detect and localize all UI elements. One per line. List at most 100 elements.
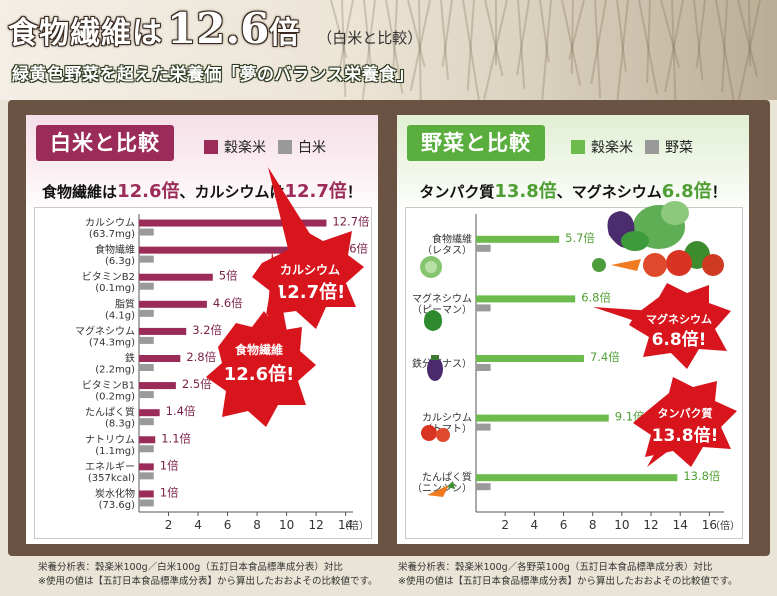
bar-comparison xyxy=(476,423,491,431)
x-tick-label: 6 xyxy=(560,518,568,532)
bar-main xyxy=(139,246,325,254)
grass-stroke xyxy=(646,0,651,83)
footnote-line: ※使用の値は【五訂日本食品標準成分表】から算出したおおよその比較値です。 xyxy=(398,576,738,587)
panel-tag: 野菜と比較 xyxy=(407,125,545,161)
legend-item-hakumai: 白米 xyxy=(278,137,326,157)
category-label: マグネシウム xyxy=(75,324,135,337)
bar-main xyxy=(139,327,187,335)
bar-main xyxy=(139,382,176,390)
title-suffix: 倍 xyxy=(269,16,300,51)
category-label: エネルギー xyxy=(85,461,135,473)
category-label: (2.2mg) xyxy=(95,365,135,376)
headline-text: 、カルシウムは xyxy=(179,183,285,201)
bar-value-label: 1倍 xyxy=(160,485,179,499)
category-label: 鉄分（ナス） xyxy=(412,357,472,370)
footnote-right: 栄養分析表：穀楽米100g／各野菜100g（五訂日本食品標準成分表）対比 ※使用… xyxy=(398,561,738,589)
bar-main xyxy=(476,355,584,362)
page-subtitle: 緑黄色野菜を超えた栄養価「夢のバランス栄養食」 xyxy=(12,65,415,85)
x-tick-label: 10 xyxy=(279,518,294,532)
bar-value-label: 12.6倍 xyxy=(331,242,369,256)
category-label: ナトリウム xyxy=(85,434,135,446)
category-label: (357kcal) xyxy=(88,473,135,484)
bar-comparison xyxy=(139,499,154,507)
bar-value-label: 1倍 xyxy=(160,458,179,472)
grass-stroke xyxy=(484,0,504,77)
category-label: （トマト） xyxy=(422,423,472,435)
category-label: （ピーマン） xyxy=(412,304,472,316)
legend-label: 野菜 xyxy=(665,140,693,156)
headline-text: ！ xyxy=(711,183,727,201)
legend-swatch-icon xyxy=(645,140,659,154)
bar-main xyxy=(139,300,207,308)
category-label: （レタス） xyxy=(422,244,472,256)
title-prefix: 食物繊維は xyxy=(8,16,163,51)
bar-comparison xyxy=(139,472,154,480)
category-label: 食物繊維 xyxy=(95,243,135,256)
category-label: (0.2mg) xyxy=(95,392,135,403)
x-tick-label: 8 xyxy=(253,518,261,532)
legend-item-kokurakumai: 穀楽米 xyxy=(571,137,633,157)
category-label: (0.1mg) xyxy=(95,283,135,294)
bar-value-label: 4.6倍 xyxy=(213,296,243,310)
bar-comparison xyxy=(476,364,491,371)
chart-plot-area: 2 4 6 8 10 12 14 （倍） 12.7倍 カルシウム (63.7mg) 12.6倍 食物繊維… xyxy=(34,207,372,539)
headline-text: ！ xyxy=(346,183,362,201)
x-axis-unit: （倍） xyxy=(710,519,740,532)
footnote-line: ※使用の値は【五訂日本食品標準成分表】から算出したおおよその比較値です。 xyxy=(38,576,378,587)
bar-value-label: 1.1倍 xyxy=(161,431,191,445)
x-tick-label: 4 xyxy=(531,518,539,532)
category-label: (73.6g) xyxy=(99,500,136,511)
category-label: 食物繊維 xyxy=(432,232,472,245)
bar-comparison xyxy=(476,244,491,252)
category-label: (63.7mg) xyxy=(89,229,135,240)
bar-value-label: 1.4倍 xyxy=(166,404,196,418)
bar-value-label: 7.4倍 xyxy=(590,350,620,364)
category-label: たんぱく質 xyxy=(85,406,135,419)
x-tick-label: 12 xyxy=(308,518,323,532)
x-tick-label: 16 xyxy=(702,518,717,532)
category-label: ビタミンB1 xyxy=(82,380,135,392)
category-label: たんぱく質 xyxy=(422,471,472,484)
x-axis-unit: （倍） xyxy=(339,519,369,532)
bar-value-label: 9.1倍 xyxy=(615,410,645,424)
bar-comparison xyxy=(139,418,154,426)
bar-comparison xyxy=(139,228,154,236)
legend-item-yasai: 野菜 xyxy=(645,137,693,157)
bar-main xyxy=(139,273,213,281)
legend-item-kokurakumai: 穀楽米 xyxy=(204,137,266,157)
bar-comparison xyxy=(139,336,154,344)
bar-chart-rice: 2 4 6 8 10 12 14（倍） 12.7倍 カルシウム(63.7mg) 12.6倍 食物繊維… xyxy=(75,214,370,532)
headline-number: 12.7倍 xyxy=(284,181,347,202)
chart-legend: 穀楽米 白米 xyxy=(204,137,338,157)
bar-value-label: 3.2倍 xyxy=(192,323,222,337)
legend-swatch-icon xyxy=(204,140,218,154)
x-tick-label: 12 xyxy=(643,518,658,532)
bar-value-label: 2.8倍 xyxy=(186,350,216,364)
legend-label: 白米 xyxy=(298,140,326,156)
panel-headline: 食物繊維は12.6倍、カルシウムは12.7倍！ xyxy=(26,177,378,203)
bar-value-label: 13.8倍 xyxy=(683,469,721,483)
legend-label: 穀楽米 xyxy=(591,140,633,156)
legend-swatch-icon xyxy=(278,140,292,154)
bar-main xyxy=(139,490,154,498)
grass-stroke xyxy=(495,0,497,65)
header-banner: 食物繊維は 12.6 倍 （白米と比較） 緑黄色野菜を超えた栄養価「夢のバランス… xyxy=(0,0,777,109)
bar-comparison xyxy=(139,282,154,290)
headline-number: 12.6倍 xyxy=(117,181,180,202)
bar-comparison xyxy=(476,304,491,312)
footnote-line: 栄養分析表：穀楽米100g／白米100g（五訂日本食品標準成分表）対比 xyxy=(38,562,343,573)
bar-main xyxy=(476,414,609,422)
headline-text: 食物繊維は xyxy=(42,183,118,201)
category-label: 鉄 xyxy=(125,352,135,365)
page-title: 食物繊維は 12.6 倍 （白米と比較） xyxy=(8,4,422,56)
category-label: (1.1mg) xyxy=(95,446,135,457)
panel-tag: 白米と比較 xyxy=(36,125,174,161)
bar-comparison xyxy=(139,364,154,371)
bar-main xyxy=(139,436,156,444)
legend-swatch-icon xyxy=(571,140,585,154)
bar-comparison xyxy=(139,309,154,317)
bar-comparison xyxy=(139,255,154,263)
